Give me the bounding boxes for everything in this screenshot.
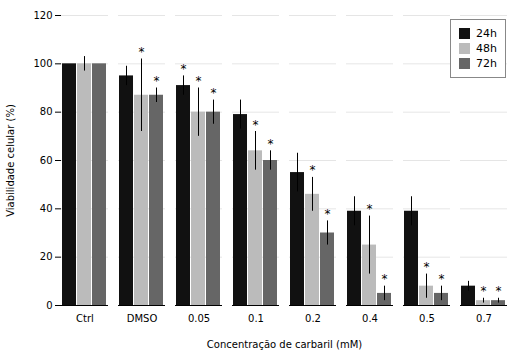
svg-text:0.05: 0.05: [188, 313, 210, 324]
svg-text:60: 60: [40, 155, 53, 166]
svg-text:100: 100: [33, 58, 52, 69]
svg-text:*: *: [310, 163, 316, 177]
svg-text:20: 20: [40, 251, 53, 262]
html-text:24h: 24h: [476, 27, 497, 40]
svg-text:0.1: 0.1: [248, 313, 264, 324]
svg-text:*: *: [325, 207, 331, 221]
svg-text:*: *: [424, 260, 430, 274]
svg-text:40: 40: [40, 203, 53, 214]
svg-text:*: *: [253, 118, 259, 132]
svg-text:*: *: [181, 62, 187, 76]
svg-text:Viabilidade celular (%): Viabilidade celular (%): [5, 104, 16, 217]
svg-text:80: 80: [40, 106, 53, 117]
svg-text:0.5: 0.5: [419, 313, 435, 324]
svg-text:*: *: [196, 74, 202, 88]
svg-text:*: *: [382, 272, 388, 286]
svg-text:0: 0: [46, 300, 52, 311]
html-text:48h: 48h: [476, 42, 497, 55]
svg-text:0.4: 0.4: [362, 313, 378, 324]
svg-text:*: *: [481, 284, 487, 298]
svg-text:*: *: [439, 272, 445, 286]
svg-text:*: *: [211, 86, 217, 100]
html-text:72h: 72h: [476, 57, 497, 70]
svg-text:Ctrl: Ctrl: [76, 313, 94, 324]
svg-text:*: *: [154, 74, 160, 88]
svg-text:120: 120: [33, 10, 52, 21]
svg-text:*: *: [268, 137, 274, 151]
svg-text:*: *: [139, 45, 145, 59]
svg-text:0.2: 0.2: [305, 313, 321, 324]
svg-text:DMSO: DMSO: [127, 313, 158, 324]
svg-text:Concentração de carbaril (mM): Concentração de carbaril (mM): [207, 339, 363, 350]
svg-text:*: *: [496, 284, 502, 298]
svg-text:0.7: 0.7: [476, 313, 492, 324]
svg-text:*: *: [367, 202, 373, 216]
